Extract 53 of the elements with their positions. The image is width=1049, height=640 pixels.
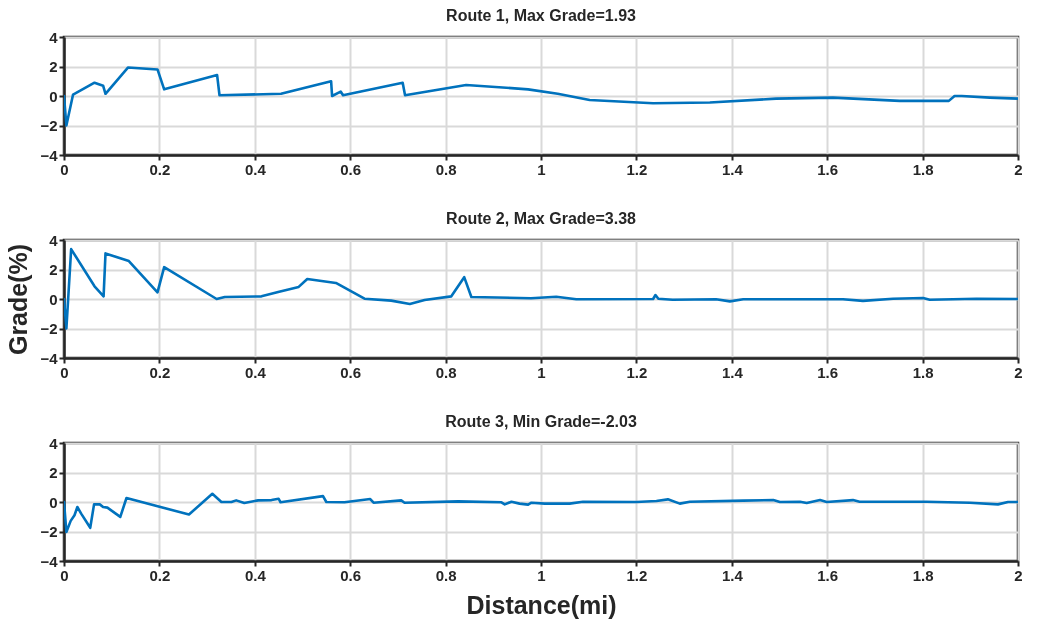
x-tick-label: 1.2: [626, 160, 648, 178]
line-series: [64, 66, 1018, 127]
x-tick-label: 1: [537, 566, 546, 584]
x-tick-label: 1: [537, 363, 546, 381]
y-tick-label: 0: [49, 290, 58, 308]
chart-title: Route 2, Max Grade=3.38: [446, 210, 637, 227]
x-tick-label: 1.8: [912, 363, 934, 381]
chart-title: Route 1, Max Grade=1.93: [446, 7, 637, 24]
y-tick-label: −4: [40, 552, 59, 570]
line-series: [64, 247, 1018, 330]
y-tick-label: 4: [49, 28, 59, 46]
line-series: [64, 492, 1018, 534]
x-tick-label: 0.6: [340, 160, 362, 178]
x-tick-label: 1.6: [817, 363, 839, 381]
y-tick-label: 0: [49, 493, 58, 511]
x-tick-label: 1.6: [817, 160, 839, 178]
x-tick-label: 1.4: [721, 160, 744, 178]
x-tick-label: 0.8: [435, 566, 457, 584]
x-tick-label: 2: [1014, 363, 1023, 381]
x-tick-label: 0.4: [244, 363, 267, 381]
y-tick-label: 2: [49, 58, 58, 75]
x-tick-label: 0.2: [149, 160, 171, 178]
x-tick-label: 1.8: [912, 566, 934, 584]
chart-title: Route 3, Min Grade=-2.03: [445, 413, 637, 430]
x-tick-label: 2: [1014, 566, 1023, 584]
y-tick-label: 2: [49, 464, 58, 481]
y-tick-label: −4: [40, 349, 59, 367]
x-axis-title: Distance(mi): [466, 590, 617, 619]
x-tick-label: 1: [537, 160, 546, 178]
x-tick-label: 0.6: [340, 566, 362, 584]
x-tick-label: 1.4: [721, 566, 744, 584]
x-tick-label: 1.2: [626, 566, 648, 584]
x-tick-label: 0.8: [435, 160, 457, 178]
y-tick-label: 0: [49, 87, 58, 105]
y-tick-label: −2: [40, 320, 58, 337]
y-tick-label: −2: [40, 117, 58, 134]
x-tick-label: 0.4: [244, 160, 267, 178]
x-tick-label: 0.2: [149, 363, 171, 381]
x-tick-label: 0.6: [340, 363, 362, 381]
y-tick-label: 2: [49, 261, 58, 278]
y-axis-title: Grade(%): [4, 243, 33, 356]
x-tick-label: 1.8: [912, 160, 934, 178]
x-tick-label: 2: [1014, 160, 1023, 178]
x-tick-label: 1.6: [817, 566, 839, 584]
x-tick-label: 0.2: [149, 566, 171, 584]
x-tick-label: 1.2: [626, 363, 648, 381]
x-tick-label: 0.4: [244, 566, 267, 584]
x-tick-label: 0.8: [435, 363, 457, 381]
x-tick-label: 1.4: [721, 363, 744, 381]
y-tick-label: 4: [49, 231, 59, 249]
y-tick-label: 4: [49, 434, 59, 452]
y-tick-label: −4: [40, 146, 59, 164]
y-tick-label: −2: [40, 523, 58, 540]
